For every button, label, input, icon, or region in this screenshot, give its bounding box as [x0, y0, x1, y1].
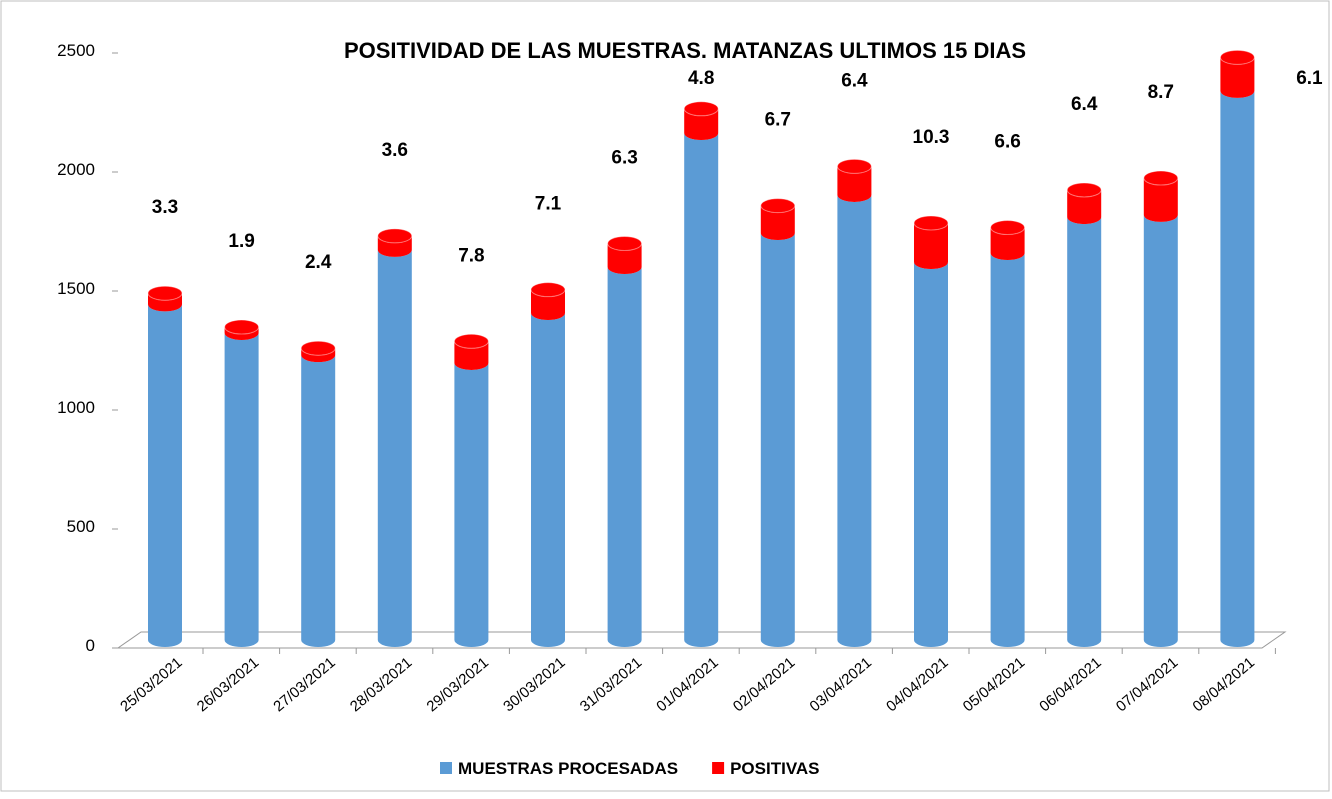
bar-top [990, 220, 1026, 236]
bar-segment [990, 253, 1025, 647]
data-label: 3.3 [152, 197, 178, 218]
data-label: 8.7 [1148, 82, 1174, 103]
bar-segment [148, 304, 182, 647]
bar-top [607, 235, 643, 251]
legend-label: POSITIVAS [730, 759, 819, 778]
data-label: 2.4 [305, 252, 332, 273]
bar-top [683, 101, 719, 117]
bar-segment [760, 233, 795, 647]
bar-segment [148, 293, 182, 312]
data-label: 6.6 [994, 132, 1020, 153]
bar-segment [377, 249, 412, 647]
y-tick-label: 0 [86, 636, 95, 655]
bar-segment [377, 235, 412, 257]
bar-segment [224, 332, 259, 647]
bar-top [1066, 182, 1102, 198]
bar-segment [1067, 217, 1102, 647]
y-tick-label: 1000 [57, 398, 95, 417]
bar-segment [301, 348, 336, 363]
bar-segment [760, 205, 795, 241]
data-label: 6.1 [1296, 68, 1323, 89]
y-tick-label: 500 [67, 517, 95, 536]
chart-title: POSITIVIDAD DE LAS MUESTRAS. MATANZAS UL… [344, 38, 1026, 63]
data-label: 6.4 [841, 70, 868, 91]
bar-top [760, 198, 796, 214]
bar-top [913, 215, 949, 231]
bar-segment [1067, 189, 1102, 225]
bar-segment [914, 223, 948, 270]
bar-segment [1143, 214, 1178, 647]
y-tick-label: 1500 [57, 279, 95, 298]
bar-segment [607, 267, 642, 647]
data-label: 6.3 [611, 147, 637, 168]
data-label: 10.3 [913, 127, 950, 148]
bar-top [377, 228, 413, 244]
bar-top [1143, 170, 1179, 186]
data-label: 7.8 [458, 245, 484, 266]
bar-segment [1220, 90, 1255, 647]
bar-top [300, 340, 336, 356]
bar-top [147, 285, 183, 301]
bar-segment [837, 166, 872, 202]
bar-segment [684, 133, 719, 647]
legend-swatch [712, 762, 725, 774]
data-label: 1.9 [228, 231, 254, 252]
bar-top [453, 333, 489, 349]
bar-segment [454, 362, 489, 647]
bar-top [1219, 49, 1255, 65]
bar-segment [684, 108, 719, 141]
bar-segment [531, 289, 565, 320]
data-label: 3.6 [382, 140, 408, 161]
bar-segment [607, 243, 642, 275]
bar-top [836, 158, 872, 174]
bar-top [530, 282, 566, 298]
bar-segment [837, 194, 872, 647]
data-label: 7.1 [535, 194, 562, 215]
bar-segment [531, 312, 565, 647]
bar-segment [224, 327, 259, 340]
bar-segment [1220, 57, 1255, 98]
bar-segment [301, 355, 336, 647]
bar-top [224, 319, 260, 335]
y-tick-label: 2500 [57, 41, 95, 60]
data-label: 6.4 [1071, 94, 1098, 115]
y-tick-label: 2000 [57, 160, 95, 179]
bar-segment [454, 341, 489, 370]
data-label: 4.8 [688, 68, 714, 89]
bar-segment [914, 262, 948, 647]
bar-segment [990, 227, 1025, 261]
data-label: 6.7 [765, 110, 791, 131]
bar-segment [1143, 178, 1178, 222]
legend-label: MUESTRAS PROCESADAS [458, 759, 678, 778]
legend-swatch [440, 762, 452, 774]
